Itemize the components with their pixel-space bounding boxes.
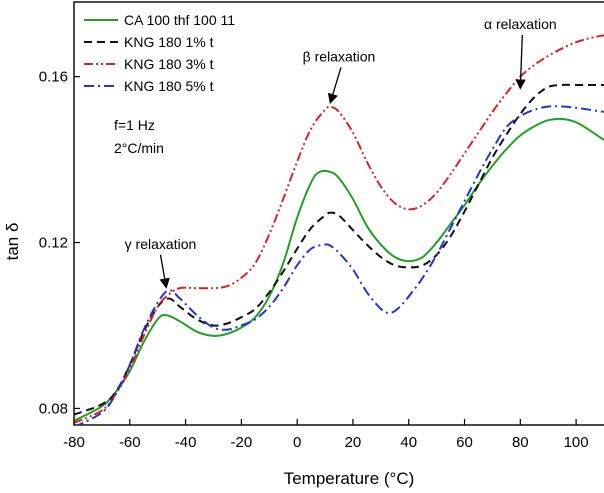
series-line-2	[74, 83, 604, 416]
x-tick-label: -20	[231, 434, 253, 451]
series-line-1	[74, 117, 604, 422]
annotation-arrow-2	[327, 67, 342, 105]
test-conditions: f=1 Hz 2°C/min	[114, 117, 164, 156]
x-axis-title: Temperature (°C)	[284, 469, 415, 488]
y-tick-label: 0.12	[39, 235, 68, 252]
series-layer	[74, 34, 604, 425]
plot-area	[73, 1, 604, 426]
annotation-label-1: γ relaxation	[125, 236, 197, 252]
x-tick-label: 40	[400, 434, 417, 451]
y-axis: 0.08 0.12 0.16	[39, 69, 80, 417]
plot-frame	[73, 1, 604, 426]
x-axis: -80 -60 -40 -20 0 20 40 60 80 100	[63, 419, 589, 451]
y-tick-label: 0.16	[39, 69, 68, 86]
condition-text-2: 2°C/min	[114, 140, 164, 156]
x-tick-label: 60	[456, 434, 473, 451]
annotations: γ relaxation β relaxation α relaxation	[125, 16, 557, 289]
legend-label-2: KNG 180 1% t	[124, 34, 214, 50]
legend-label-4: KNG 180 5% t	[124, 78, 214, 94]
annotation-label-2: β relaxation	[303, 48, 376, 64]
y-tick-label: 0.08	[39, 400, 68, 417]
x-tick-label: 0	[293, 434, 301, 451]
x-tick-label: 20	[345, 434, 362, 451]
x-tick-label: -40	[175, 434, 197, 451]
legend-label-1: CA 100 thf 100 11	[124, 12, 235, 28]
annotation-arrow-1	[159, 254, 170, 289]
annotation-label-3: α relaxation	[484, 16, 557, 32]
series-line-4	[75, 105, 604, 425]
x-tick-label: 100	[564, 434, 589, 451]
legend-label-3: KNG 180 3% t	[124, 56, 214, 72]
annotation-arrow-3	[515, 34, 526, 90]
x-tick-label: 80	[512, 434, 529, 451]
legend: CA 100 thf 100 11 KNG 180 1% t KNG 180 3% …	[84, 12, 235, 94]
x-tick-label: -60	[119, 434, 141, 451]
condition-text-1: f=1 Hz	[114, 117, 155, 133]
x-tick-label: -80	[63, 434, 85, 451]
y-axis-title: tan δ	[3, 223, 22, 261]
